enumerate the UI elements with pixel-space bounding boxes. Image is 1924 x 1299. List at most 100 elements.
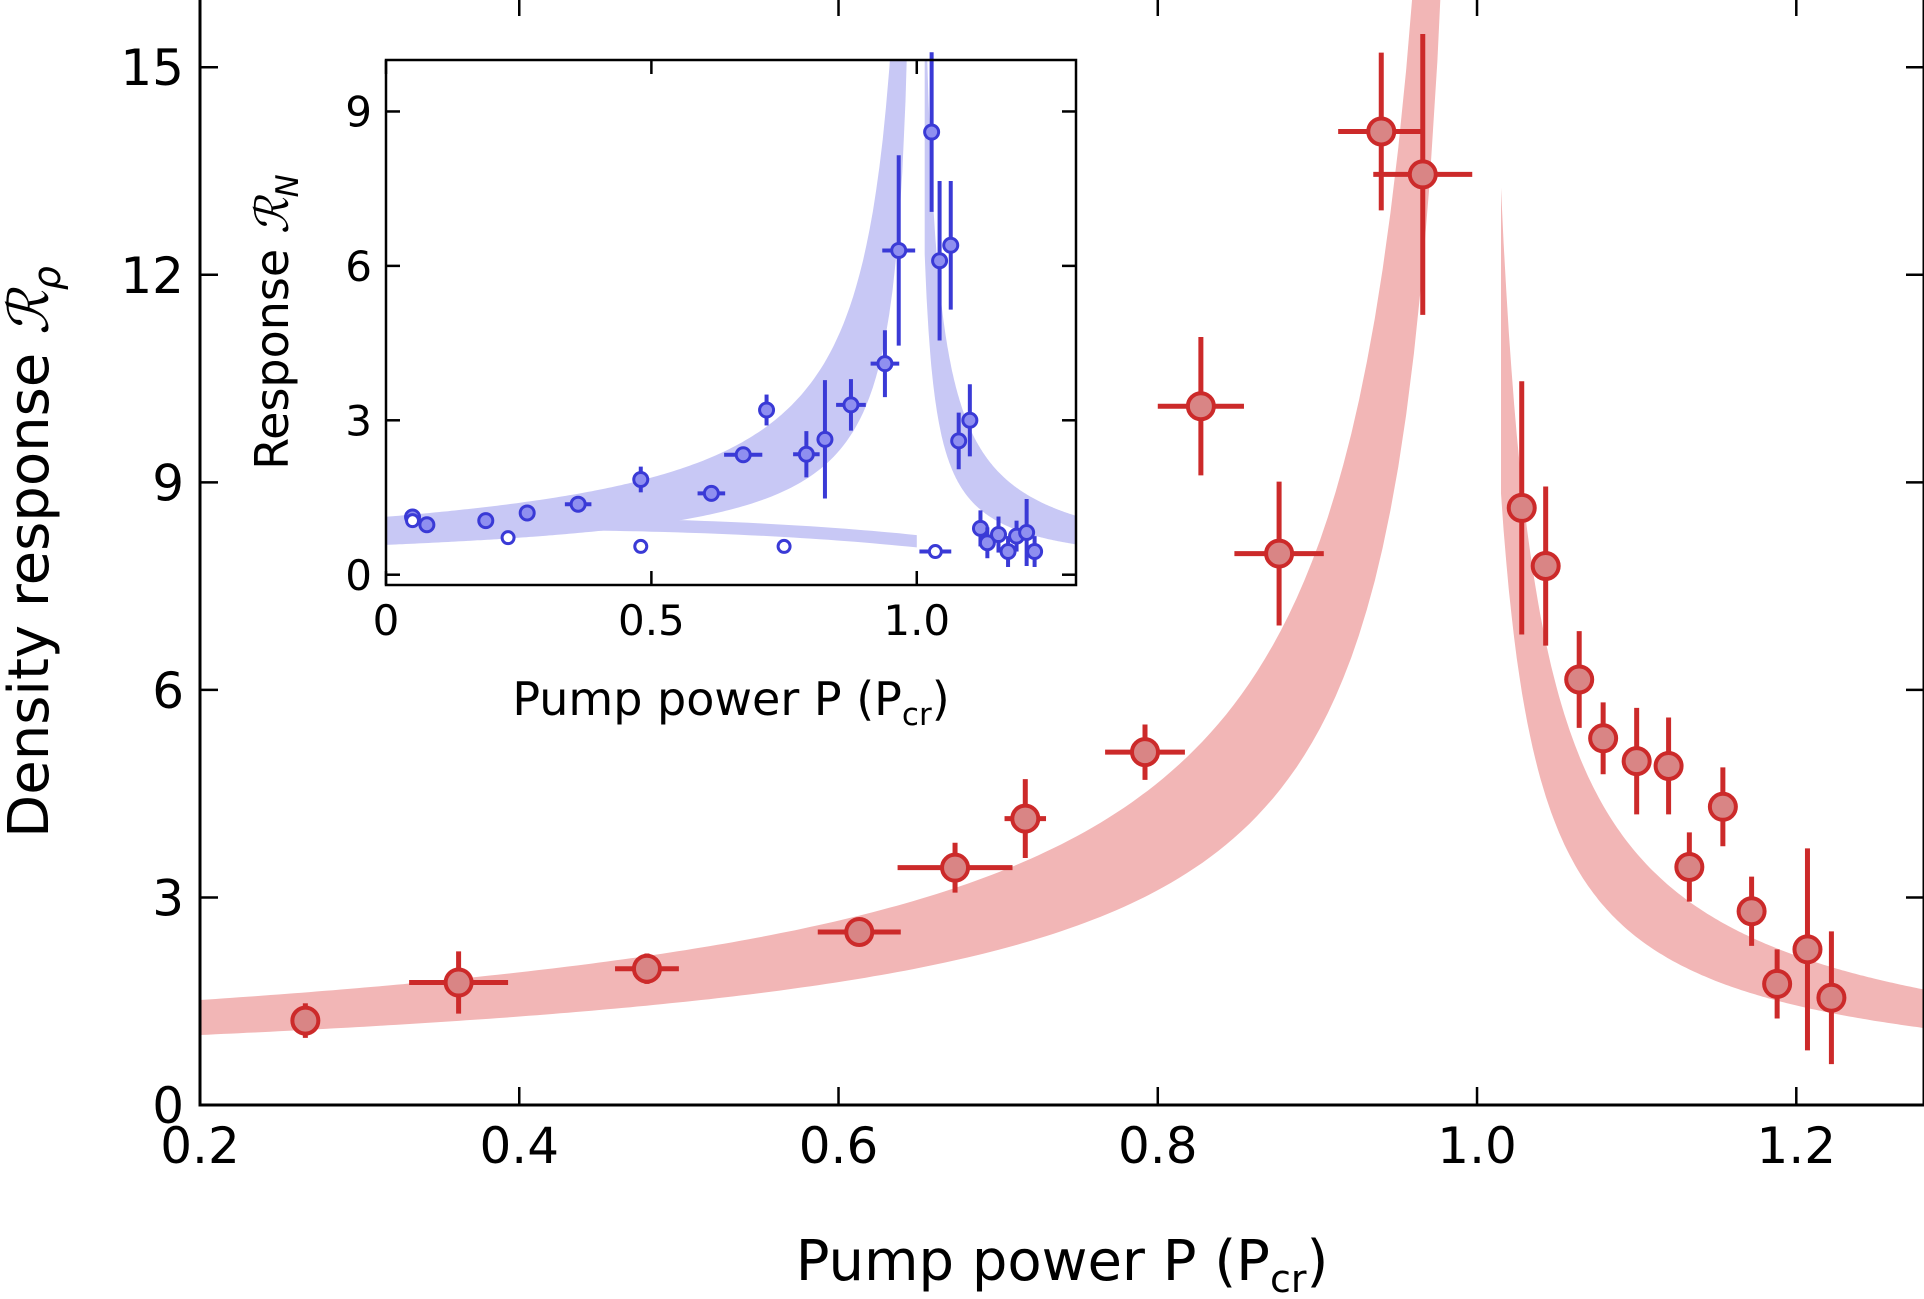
- inset-marker: [950, 432, 968, 450]
- main-data-point: [1653, 717, 1684, 815]
- main-marker: [1130, 737, 1161, 768]
- main-y-tick-label: 6: [152, 662, 184, 720]
- main-marker: [1588, 723, 1619, 754]
- inset-data-point: [990, 516, 1008, 553]
- inset-marker: [518, 504, 536, 522]
- inset-open-marker: [405, 513, 421, 529]
- inset-data-point: [724, 446, 763, 464]
- inset-data-point: [942, 180, 960, 310]
- main-y-axis-title: Density response ℛρ: [0, 266, 69, 838]
- inset-marker: [1018, 524, 1036, 541]
- main-marker: [1264, 538, 1295, 569]
- inset-data-point: [961, 384, 979, 457]
- main-data-point: [1736, 876, 1767, 946]
- inset-data-point: [418, 516, 436, 534]
- theory-band-main: [200, 0, 1924, 1035]
- main-marker: [1816, 982, 1847, 1013]
- inset-open-marker: [927, 544, 943, 560]
- main-x-tick-label: 0.8: [1118, 1117, 1198, 1175]
- inset-data-point: [697, 484, 726, 502]
- main-marker: [1564, 664, 1595, 695]
- main-data-point: [1506, 381, 1537, 635]
- inset-data-point: [632, 466, 650, 493]
- inset-marker: [702, 484, 720, 502]
- inset-data-point: [978, 527, 996, 559]
- inset-x-tick-label: 0: [373, 596, 400, 645]
- main-data-point: [1004, 779, 1047, 859]
- main-marker: [1407, 159, 1438, 190]
- main-marker: [940, 852, 971, 883]
- inset-open-data-point: [776, 538, 792, 554]
- main-data-point: [1105, 724, 1185, 780]
- inset-marker: [632, 470, 650, 488]
- inset-marker: [842, 396, 860, 414]
- main-band-branch-above: [1501, 187, 1924, 1028]
- data-points-inset: [404, 52, 1044, 567]
- inset-data-point: [931, 180, 949, 341]
- main-data-point: [1762, 949, 1793, 1019]
- main-x-tick-label: 0.4: [479, 1117, 559, 1175]
- main-ticks: 0.2 0.4 0.6 0.8 1.0 1.2 0 3 6 9 12 15: [120, 0, 1924, 1175]
- inset-marker: [931, 252, 949, 270]
- main-marker: [1707, 791, 1738, 822]
- inset-data-point: [793, 431, 820, 478]
- inset-open-data-point: [633, 538, 649, 554]
- main-data-point: [1707, 767, 1738, 847]
- main-data-point: [409, 951, 509, 1014]
- main-x-axis-title: Pump power P (Pcr): [796, 1229, 1329, 1299]
- inset-data-point: [923, 52, 941, 212]
- inset-x-axis-title: Pump power P (Pcr): [512, 672, 949, 733]
- inset-band-branch-below: [386, 60, 907, 545]
- main-marker: [1366, 116, 1397, 147]
- inset-marker: [797, 445, 815, 463]
- inset-marker: [816, 430, 834, 448]
- main-data-point: [615, 953, 679, 984]
- main-marker: [844, 917, 875, 948]
- inset-y-axis-title: Response ℛN: [245, 174, 306, 469]
- main-y-tick-label: 3: [152, 869, 184, 927]
- inset-marker: [961, 411, 979, 429]
- main-data-point: [1674, 832, 1705, 902]
- main-data-point: [1816, 931, 1847, 1065]
- main-y-tick-label: 0: [152, 1077, 184, 1135]
- main-x-tick-label: 1.2: [1757, 1117, 1837, 1175]
- inset-marker: [876, 355, 894, 373]
- inset-band-branch-flat: [386, 517, 917, 548]
- inset-data-point: [477, 512, 495, 530]
- inset-data-point: [816, 380, 834, 499]
- main-marker: [1653, 750, 1684, 781]
- main-marker: [1621, 746, 1652, 777]
- inset-y-tick-label: 0: [345, 551, 372, 600]
- inset-marker: [1026, 543, 1044, 561]
- inset-marker: [923, 123, 941, 141]
- main-marker: [1762, 968, 1793, 999]
- inset-open-data-point: [405, 513, 421, 529]
- inset-open-marker: [500, 530, 516, 546]
- inset-open-marker: [776, 538, 792, 554]
- data-points-main: [290, 33, 1847, 1065]
- main-marker: [1736, 896, 1767, 927]
- main-plot-frame: [198, 0, 1924, 1107]
- main-marker: [1010, 803, 1041, 834]
- inset-y-tick-label: 9: [345, 88, 372, 137]
- inset-data-point: [758, 394, 776, 426]
- main-data-point: [897, 842, 1013, 893]
- inset-x-tick-label: 0.5: [618, 596, 685, 645]
- main-data-point: [1621, 707, 1652, 815]
- inset-marker: [477, 512, 495, 530]
- inset-data-point: [564, 495, 592, 513]
- main-marker: [1792, 934, 1823, 965]
- inset-marker: [978, 534, 996, 552]
- main-y-tick-label: 9: [152, 454, 184, 512]
- main-data-point: [1564, 631, 1595, 728]
- main-marker: [443, 967, 474, 998]
- main-marker: [631, 953, 662, 984]
- inset-panel: 0 0.5 1.0 0 3 6 9 Pump power P (Pcr) Response …: [245, 52, 1078, 733]
- main-y-tick-label: 12: [120, 247, 184, 305]
- main-data-point: [817, 917, 901, 948]
- inset-data-point: [870, 330, 900, 398]
- main-data-point: [1530, 486, 1561, 646]
- main-data-point: [1373, 33, 1473, 315]
- main-data-point: [1157, 337, 1244, 476]
